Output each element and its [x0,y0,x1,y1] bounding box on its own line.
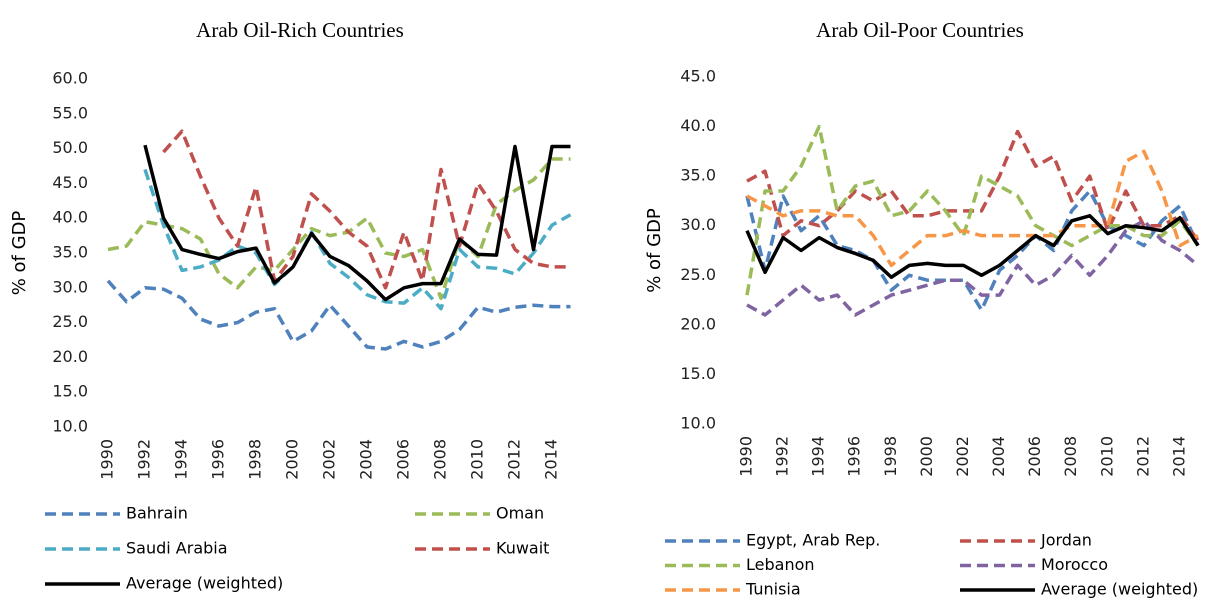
chart-title: Arab Oil-Rich Countries [196,18,404,42]
y-axis-label: % of GDP [9,211,30,296]
legend-label: Jordan [1040,531,1092,550]
x-tick-label: 1994 [809,436,828,477]
y-tick-label: 50.0 [52,138,88,157]
x-tick-label: 2004 [357,439,376,480]
x-tick-label: 2012 [505,439,524,480]
series-line [143,168,572,311]
y-tick-label: 60.0 [52,69,88,88]
x-tick-label: 1996 [845,436,864,477]
y-tick-label: 20.0 [680,314,716,333]
series-line [745,214,1200,280]
legend-label: Tunisia [745,580,801,599]
legend-label: Oman [496,504,544,523]
x-tick-label: 1992 [135,439,154,480]
x-tick-label: 1990 [98,439,117,480]
x-tick-label: 2002 [320,439,339,480]
x-tick-label: 2000 [917,436,936,477]
chart-title: Arab Oil-Poor Countries [816,18,1024,42]
x-tick-label: 1994 [172,439,191,480]
y-tick-label: 45.0 [52,173,88,192]
x-tick-label: 2004 [989,436,1008,477]
x-tick-label: 2006 [1025,436,1044,477]
y-tick-label: 40.0 [680,116,716,135]
y-tick-label: 30.0 [52,277,88,296]
series-line [143,144,571,302]
y-tick-label: 35.0 [52,243,88,262]
series-line [745,124,1200,296]
legend-label: Egypt, Arab Rep. [746,531,880,550]
legend-label: Kuwait [496,539,549,558]
series-line [746,149,1199,268]
x-tick-label: 2000 [283,439,302,480]
legend-label: Saudi Arabia [126,539,228,558]
x-tick-label: 2014 [1169,436,1188,477]
x-tick-label: 2002 [953,436,972,477]
x-tick-label: 1990 [737,436,756,477]
legend-label: Average (weighted) [126,574,283,593]
x-tick-label: 1996 [209,439,228,480]
y-tick-label: 15.0 [680,364,716,383]
x-tick-label: 2014 [542,439,561,480]
x-tick-label: 2010 [1097,436,1116,477]
x-tick-label: 1998 [881,436,900,477]
y-tick-label: 40.0 [52,208,88,227]
y-tick-label: 45.0 [680,67,716,86]
y-tick-label: 10.0 [52,417,88,436]
series-line [746,219,1200,317]
legend-label: Average (weighted) [1041,580,1198,599]
x-tick-label: 2010 [468,439,487,480]
y-tick-label: 10.0 [680,414,716,433]
y-tick-label: 35.0 [680,166,716,185]
legend-label: Bahrain [126,504,188,523]
y-tick-label: 25.0 [52,312,88,331]
y-tick-label: 25.0 [680,265,716,284]
x-tick-label: 2008 [1061,436,1080,477]
series-line [162,129,571,290]
series-line [107,157,571,300]
legend-label: Morocco [1041,555,1108,574]
x-tick-label: 2008 [431,439,450,480]
x-tick-label: 2006 [394,439,413,480]
y-tick-label: 20.0 [52,347,88,366]
x-tick-label: 1992 [773,436,792,477]
y-axis-label: % of GDP [644,208,665,293]
x-tick-label: 2012 [1133,436,1152,477]
series-line [106,279,571,351]
series-line [746,129,1200,242]
x-tick-label: 1998 [246,439,265,480]
y-tick-label: 55.0 [52,103,88,122]
y-tick-label: 15.0 [52,382,88,401]
legend-label: Lebanon [746,555,815,574]
y-tick-label: 30.0 [680,215,716,234]
